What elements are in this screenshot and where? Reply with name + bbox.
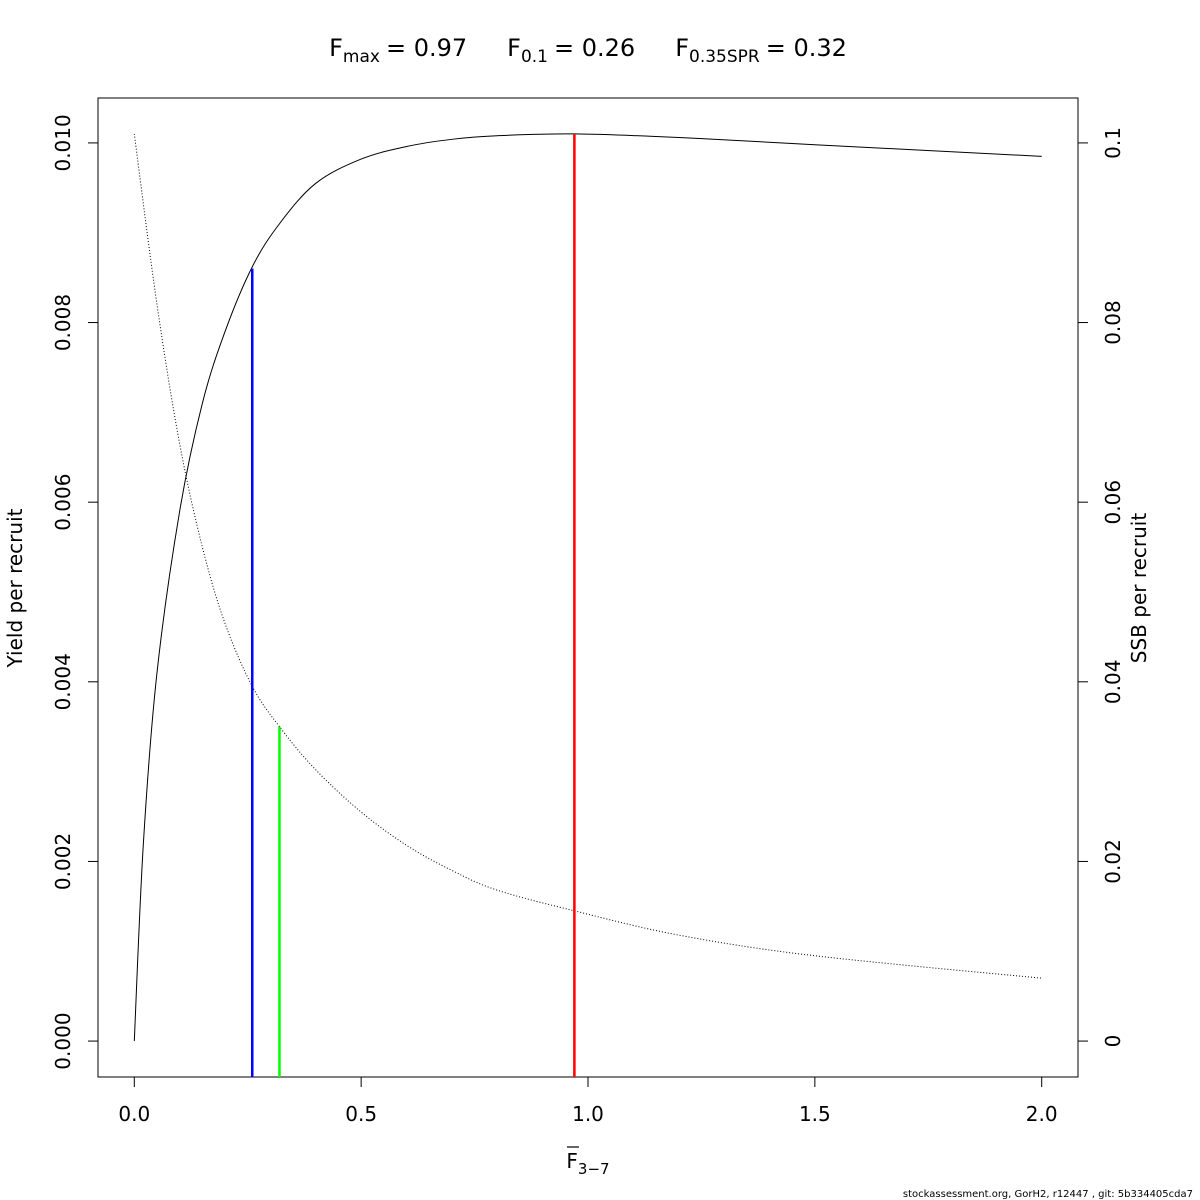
f35-sub: 0.35SPR xyxy=(689,47,760,67)
y-left-tick-label: 0.002 xyxy=(51,833,75,890)
y-right-tick-label: 0.06 xyxy=(1101,480,1125,525)
x-axis-label-base: F xyxy=(566,1149,578,1173)
x-tick-label: 1.0 xyxy=(572,1102,604,1126)
x-axis-label: F3−7 xyxy=(566,1149,609,1178)
y-left-tick-label: 0.004 xyxy=(51,653,75,710)
y-left-tick-label: 0.010 xyxy=(51,114,75,171)
f01-value: = 0.26 xyxy=(554,34,635,62)
y-right-tick-label: 0.02 xyxy=(1101,839,1125,884)
y-left-tick-label: 0.000 xyxy=(51,1012,75,1069)
x-tick-label: 1.5 xyxy=(799,1102,831,1126)
fmax-sub: max xyxy=(343,47,380,67)
y-axis-left-label: Yield per recruit xyxy=(3,508,27,668)
footer-note: stockassessment.org, GorH2, r12447 , git… xyxy=(903,1189,1193,1200)
plot-frame xyxy=(97,97,1079,1078)
f35-label: F xyxy=(675,34,689,62)
x-axis-label-sub: 3−7 xyxy=(578,1160,610,1178)
f01-sub: 0.1 xyxy=(521,47,548,67)
f01-label: F xyxy=(507,34,521,62)
fmax-value: = 0.97 xyxy=(386,34,467,62)
axes: 0.0 0.5 1.0 1.5 2.0 0.000 0.002 0.004 0.006 0.008… xyxy=(51,114,1125,1126)
x-tick-label: 0.0 xyxy=(118,1102,150,1126)
ssb-per-recruit-line xyxy=(133,133,1042,979)
y-right-tick-label: 0.1 xyxy=(1101,127,1125,159)
y-left-tick-label: 0.006 xyxy=(51,474,75,531)
y-right-tick-label: 0.04 xyxy=(1101,660,1125,705)
y-right-tick-label: 0 xyxy=(1101,1035,1125,1048)
reference-lines xyxy=(251,133,576,1077)
y-left-tick-label: 0.008 xyxy=(51,294,75,351)
x-tick-label: 0.5 xyxy=(345,1102,377,1126)
series xyxy=(133,133,1042,1042)
fmax-label: F xyxy=(329,34,343,62)
x-tick-label: 2.0 xyxy=(1026,1102,1058,1126)
f35-value: = 0.32 xyxy=(766,34,847,62)
y-axis-right-label: SSB per recruit xyxy=(1127,513,1151,664)
chart-title: Fmax = 0.97 F0.1 = 0.26 F0.35SPR = 0.32 xyxy=(329,34,847,67)
y-right-tick-label: 0.08 xyxy=(1101,300,1125,345)
yield-per-recruit-line xyxy=(133,133,1042,1042)
